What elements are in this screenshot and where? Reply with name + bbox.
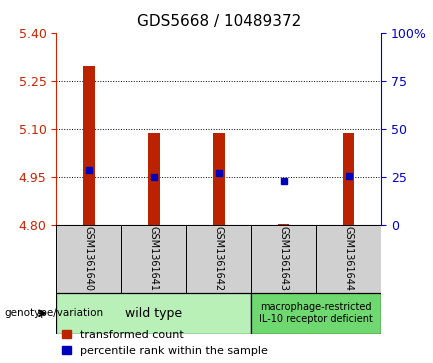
Bar [316,225,381,293]
Bar [251,293,381,334]
Bar [148,133,160,225]
Text: GSM1361643: GSM1361643 [278,226,289,291]
Bar [213,133,224,225]
Bar [121,225,186,293]
Title: GDS5668 / 10489372: GDS5668 / 10489372 [136,14,301,29]
Text: GSM1361642: GSM1361642 [213,226,224,291]
Bar [83,66,94,225]
Text: GSM1361641: GSM1361641 [149,226,159,291]
Text: genotype/variation: genotype/variation [4,308,103,318]
Bar [56,293,251,334]
Bar [251,225,316,293]
Bar [186,225,251,293]
Text: GSM1361640: GSM1361640 [84,226,94,291]
Bar [278,224,290,225]
Text: wild type: wild type [125,307,182,320]
Bar [343,133,354,225]
Legend: transformed count, percentile rank within the sample: transformed count, percentile rank withi… [62,330,268,356]
Text: macrophage-restricted
IL-10 receptor deficient: macrophage-restricted IL-10 receptor def… [259,302,373,324]
Text: GSM1361644: GSM1361644 [343,226,354,291]
Bar [56,225,121,293]
